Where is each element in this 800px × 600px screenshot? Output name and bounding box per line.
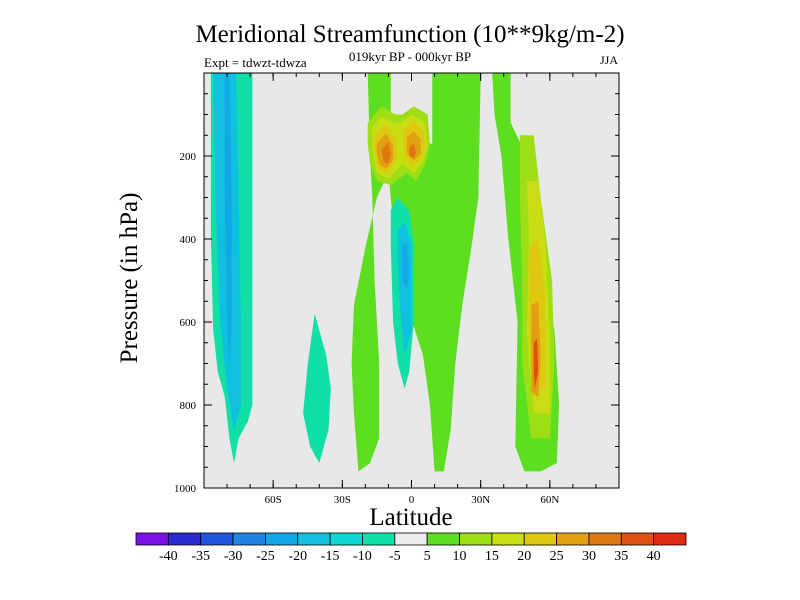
colorbar-swatch [556, 532, 590, 546]
colorbar-swatch [167, 532, 202, 546]
colorbar-label: 30 [582, 549, 596, 564]
colorbar-label: 15 [485, 549, 499, 564]
colorbar-label: 35 [614, 549, 628, 564]
chart-title: Meridional Streamfunction (10**9kg/m-2) [195, 21, 624, 48]
colorbar-label: -15 [321, 549, 340, 564]
colorbar-label: -20 [288, 549, 307, 564]
contour-region [397, 222, 412, 356]
contour-region [224, 73, 232, 364]
contour-region [402, 243, 410, 289]
x-tick-label: 0 [409, 494, 415, 506]
colorbar-swatch [426, 532, 460, 546]
colorbar-swatch [620, 532, 655, 546]
experiment-label: Expt = tdwzt-tdwza [204, 55, 307, 70]
contour-region [303, 313, 331, 464]
colorbar-swatch [200, 532, 234, 546]
colorbar-swatch [459, 532, 493, 546]
colorbar-label: 20 [517, 549, 531, 564]
colorbar-swatch [588, 532, 622, 546]
colorbar-swatch [297, 532, 331, 546]
colorbar-label: 25 [550, 549, 564, 564]
colorbar-label: -10 [353, 549, 372, 564]
colorbar-label: 5 [424, 549, 431, 564]
colorbar-label: -5 [389, 549, 401, 564]
colorbar: -40 -35 -30 -25 -20 -15 -10 -5 5 10 15 20 25 30 35 40 [135, 532, 687, 564]
contour-region [409, 143, 417, 159]
colorbar-swatch [232, 532, 266, 546]
colorbar-swatch [394, 532, 428, 546]
colorbar-swatch [362, 532, 396, 546]
x-tick-label: 60N [540, 494, 559, 506]
y-tick-label: 400 [180, 234, 197, 246]
y-tick-label: 800 [180, 400, 197, 412]
y-tick-label: 600 [180, 317, 197, 329]
colorbar-swatch [653, 532, 687, 546]
x-axis-label: Latitude [369, 504, 452, 531]
colorbar-label: -35 [191, 549, 210, 564]
x-tick-label: 30S [334, 494, 351, 506]
colorbar-swatch [523, 532, 557, 546]
colorbar-label: 40 [647, 549, 661, 564]
colorbar-swatch [329, 532, 363, 546]
contour-fills [210, 73, 560, 472]
season-label: JJA [600, 53, 618, 67]
colorbar-label: -40 [159, 549, 178, 564]
axes-ticks: 200 400 600 800 1000 60S 30S 0 30N 60N [174, 73, 619, 506]
colorbar-swatch [135, 532, 169, 546]
x-tick-label: 30N [471, 494, 490, 506]
contour-region [533, 338, 539, 389]
contour-region [381, 141, 391, 165]
y-tick-label: 200 [180, 151, 197, 163]
colorbar-swatch [491, 532, 525, 546]
y-axis-label: Pressure (in hPa) [116, 193, 143, 364]
colorbar-swatch [265, 532, 299, 546]
colorbar-label: -25 [256, 549, 275, 564]
x-tick-label: 60S [265, 494, 282, 506]
colorbar-label: 10 [453, 549, 467, 564]
y-tick-label: 1000 [174, 483, 197, 495]
chart-subtitle: 019kyr BP - 000kyr BP [349, 49, 471, 64]
colorbar-label: -30 [224, 549, 243, 564]
